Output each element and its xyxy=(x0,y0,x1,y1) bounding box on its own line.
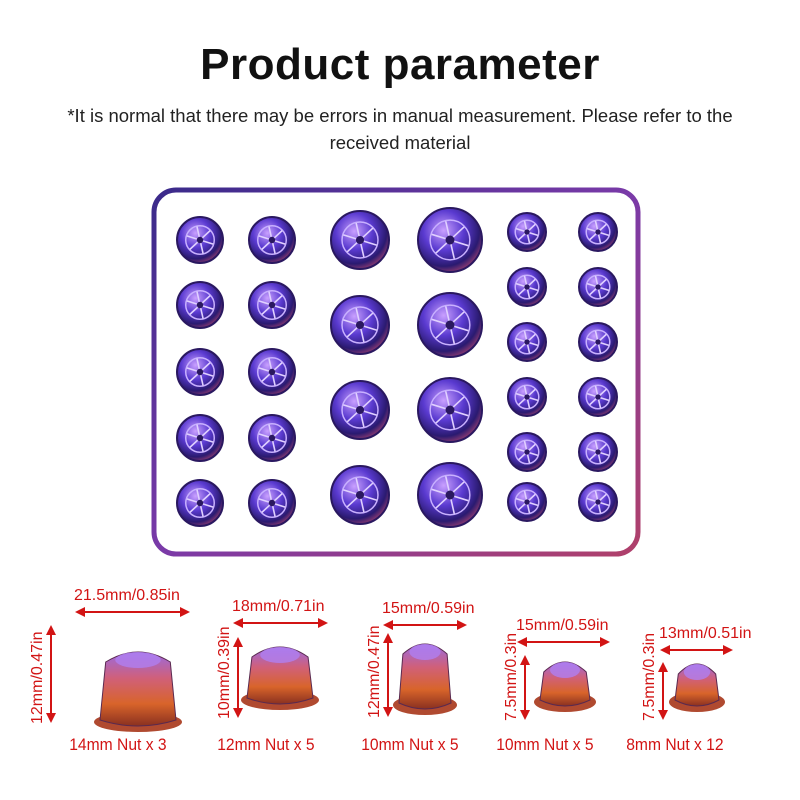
nut-diagram xyxy=(517,637,610,720)
sprue-nut xyxy=(248,281,296,329)
width-label: 18mm/0.71in xyxy=(232,598,325,615)
sprue-nut xyxy=(578,212,618,252)
nut-caption: 10mm Nut x 5 xyxy=(361,735,459,754)
width-label: 21.5mm/0.85in xyxy=(74,587,180,604)
height-label: 12mm/0.47in xyxy=(366,625,383,719)
sprue-nut xyxy=(248,479,296,527)
sprue-nut xyxy=(176,216,224,264)
sprue-nut xyxy=(507,322,547,362)
sprue-frame xyxy=(151,187,641,557)
sprue-nut xyxy=(176,281,224,329)
sprue-nut xyxy=(507,482,547,522)
nut-diagram xyxy=(233,618,328,718)
sprue-nut xyxy=(417,207,483,273)
sprue-nut xyxy=(507,267,547,307)
sprue-nut xyxy=(176,479,224,527)
nut-caption: 10mm Nut x 5 xyxy=(496,735,594,754)
sprue-nut xyxy=(507,377,547,417)
nut-diagram xyxy=(46,607,190,732)
sprue-nut xyxy=(507,212,547,252)
measurement-note: *It is normal that there may be errors i… xyxy=(67,105,733,153)
height-label: 10mm/0.39in xyxy=(216,626,233,720)
sprue-nut xyxy=(248,216,296,264)
nut-diagram xyxy=(383,620,467,717)
nut-caption: 14mm Nut x 3 xyxy=(69,735,167,754)
height-label: 7.5mm/0.3in xyxy=(641,632,658,721)
page-title: Product parameter xyxy=(200,40,600,89)
width-label: 15mm/0.59in xyxy=(382,600,475,617)
sprue-outer-frame xyxy=(151,187,641,557)
sprue-nut xyxy=(417,462,483,528)
nut-caption: 8mm Nut x 12 xyxy=(626,735,724,754)
sprue-nut xyxy=(248,414,296,462)
sprue-nut xyxy=(578,322,618,362)
sprue-nut xyxy=(578,432,618,472)
height-label: 12mm/0.47in xyxy=(29,631,46,725)
nut-size-diagrams xyxy=(46,607,733,732)
width-label: 15mm/0.59in xyxy=(516,617,609,634)
sprue-nut xyxy=(330,465,390,525)
sprue-nut-grid xyxy=(176,207,618,528)
nut-diagram xyxy=(658,645,733,720)
sprue-nut xyxy=(330,210,390,270)
sprue-nut xyxy=(176,414,224,462)
sprue-nut xyxy=(248,348,296,396)
sprue-nut xyxy=(417,292,483,358)
sprue-nut xyxy=(417,377,483,443)
sprue-nut xyxy=(330,380,390,440)
sprue-nut xyxy=(330,295,390,355)
sprue-nut xyxy=(578,267,618,307)
height-label: 7.5mm/0.3in xyxy=(503,632,520,721)
nut-caption: 12mm Nut x 5 xyxy=(217,735,315,754)
sprue-nut xyxy=(507,432,547,472)
sprue-nut xyxy=(578,377,618,417)
sprue-nut xyxy=(578,482,618,522)
sprue-nut xyxy=(176,348,224,396)
width-label: 13mm/0.51in xyxy=(659,625,752,642)
